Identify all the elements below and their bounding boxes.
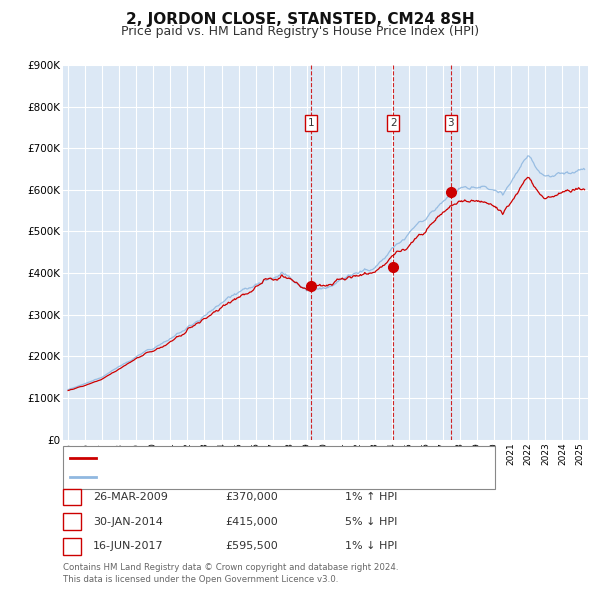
Text: 3: 3 xyxy=(448,118,454,128)
Text: 2: 2 xyxy=(68,517,76,526)
Text: £595,500: £595,500 xyxy=(225,542,278,551)
Text: £415,000: £415,000 xyxy=(225,517,278,526)
Text: 30-JAN-2014: 30-JAN-2014 xyxy=(93,517,163,526)
Text: 26-MAR-2009: 26-MAR-2009 xyxy=(93,492,168,502)
Text: 16-JUN-2017: 16-JUN-2017 xyxy=(93,542,164,551)
Text: 3: 3 xyxy=(68,542,76,551)
Text: 2, JORDON CLOSE, STANSTED, CM24 8SH (detached house): 2, JORDON CLOSE, STANSTED, CM24 8SH (det… xyxy=(101,453,410,463)
Text: Contains HM Land Registry data © Crown copyright and database right 2024.
This d: Contains HM Land Registry data © Crown c… xyxy=(63,563,398,584)
Text: £370,000: £370,000 xyxy=(225,492,278,502)
Text: 2, JORDON CLOSE, STANSTED, CM24 8SH: 2, JORDON CLOSE, STANSTED, CM24 8SH xyxy=(125,12,475,27)
Text: Price paid vs. HM Land Registry's House Price Index (HPI): Price paid vs. HM Land Registry's House … xyxy=(121,25,479,38)
Text: 1: 1 xyxy=(307,118,314,128)
Text: 1% ↓ HPI: 1% ↓ HPI xyxy=(345,542,397,551)
Text: 1: 1 xyxy=(68,492,76,502)
Text: 1% ↑ HPI: 1% ↑ HPI xyxy=(345,492,397,502)
Text: 2: 2 xyxy=(390,118,397,128)
Text: HPI: Average price, detached house, Uttlesford: HPI: Average price, detached house, Uttl… xyxy=(101,471,346,481)
Text: 5% ↓ HPI: 5% ↓ HPI xyxy=(345,517,397,526)
